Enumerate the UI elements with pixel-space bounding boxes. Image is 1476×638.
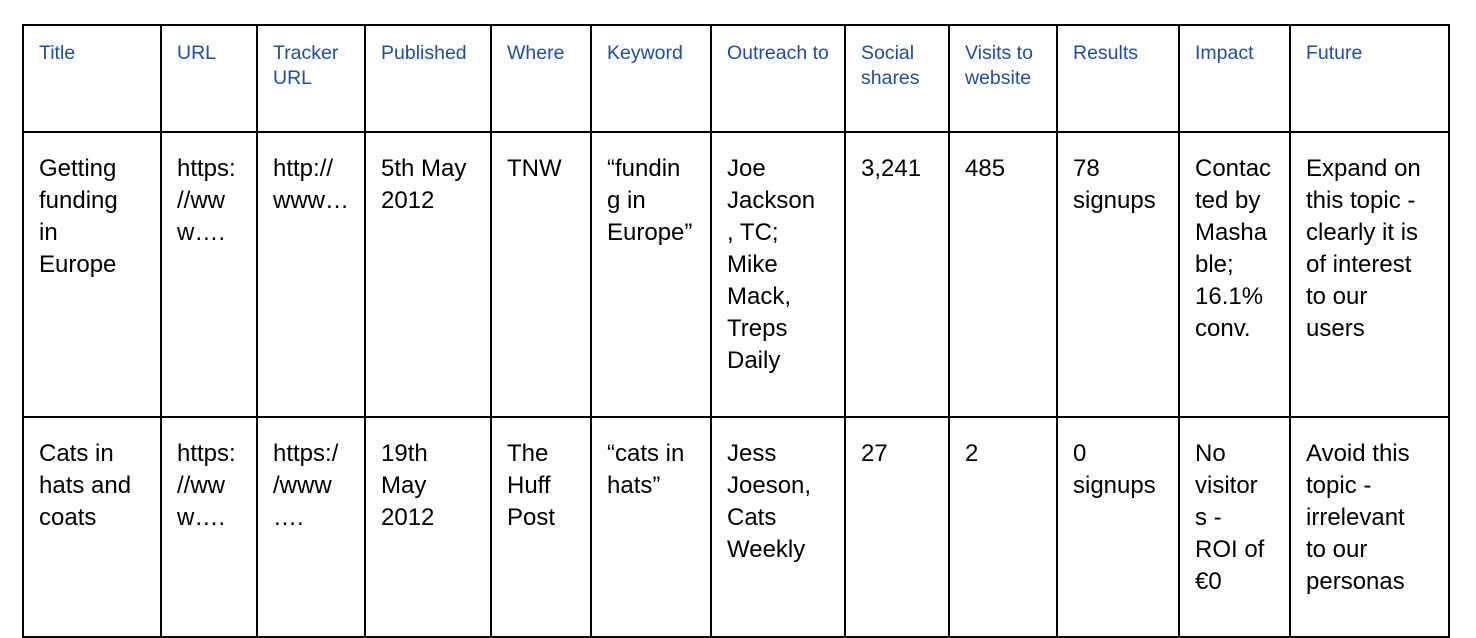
cell-future: Avoid this topic - irrelevant to our per… bbox=[1289, 416, 1450, 638]
column-header-url: URL bbox=[160, 24, 258, 133]
cell-social-shares: 3,241 bbox=[844, 131, 950, 418]
cell-title: Getting funding in Europe bbox=[22, 131, 162, 418]
column-header-title: Title bbox=[22, 24, 162, 133]
content-tracking-table: Title URL Tracker URL Published Where Ke… bbox=[22, 24, 1450, 638]
column-header-results: Results bbox=[1056, 24, 1180, 133]
cell-visits-to-website: 2 bbox=[948, 416, 1058, 638]
cell-results: 78 signups bbox=[1056, 131, 1180, 418]
cell-keyword: “cats in hats” bbox=[590, 416, 712, 638]
cell-results: 0 signups bbox=[1056, 416, 1180, 638]
column-header-keyword: Keyword bbox=[590, 24, 712, 133]
table-row: Getting funding in Europe https: //ww w…… bbox=[22, 131, 1450, 418]
cell-keyword: “fundin g in Europe” bbox=[590, 131, 712, 418]
cell-impact: Contac ted by Masha ble; 16.1% conv. bbox=[1178, 131, 1291, 418]
cell-url: https: //ww w…. bbox=[160, 131, 258, 418]
column-header-future: Future bbox=[1289, 24, 1450, 133]
cell-visits-to-website: 485 bbox=[948, 131, 1058, 418]
header-row: Title URL Tracker URL Published Where Ke… bbox=[22, 24, 1450, 133]
cell-tracker-url: http:// www… bbox=[256, 131, 366, 418]
cell-title: Cats in hats and coats bbox=[22, 416, 162, 638]
cell-outreach-to: Joe Jackson , TC; Mike Mack, Treps Daily bbox=[710, 131, 846, 418]
cell-tracker-url: https:/ /www …. bbox=[256, 416, 366, 638]
column-header-impact: Impact bbox=[1178, 24, 1291, 133]
table-row: Cats in hats and coats https: //ww w…. h… bbox=[22, 416, 1450, 638]
cell-url: https: //ww w…. bbox=[160, 416, 258, 638]
cell-published: 19th May 2012 bbox=[364, 416, 492, 638]
cell-future: Expand on this topic - clearly it is of … bbox=[1289, 131, 1450, 418]
cell-where: TNW bbox=[490, 131, 592, 418]
cell-social-shares: 27 bbox=[844, 416, 950, 638]
column-header-published: Published bbox=[364, 24, 492, 133]
column-header-social-shares: Social shares bbox=[844, 24, 950, 133]
cell-published: 5th May 2012 bbox=[364, 131, 492, 418]
column-header-visits-to-website: Visits to website bbox=[948, 24, 1058, 133]
column-header-tracker-url: Tracker URL bbox=[256, 24, 366, 133]
cell-where: The Huff Post bbox=[490, 416, 592, 638]
column-header-where: Where bbox=[490, 24, 592, 133]
cell-impact: No visitor s - ROI of €0 bbox=[1178, 416, 1291, 638]
column-header-outreach-to: Outreach to bbox=[710, 24, 846, 133]
cell-outreach-to: Jess Joeson, Cats Weekly bbox=[710, 416, 846, 638]
